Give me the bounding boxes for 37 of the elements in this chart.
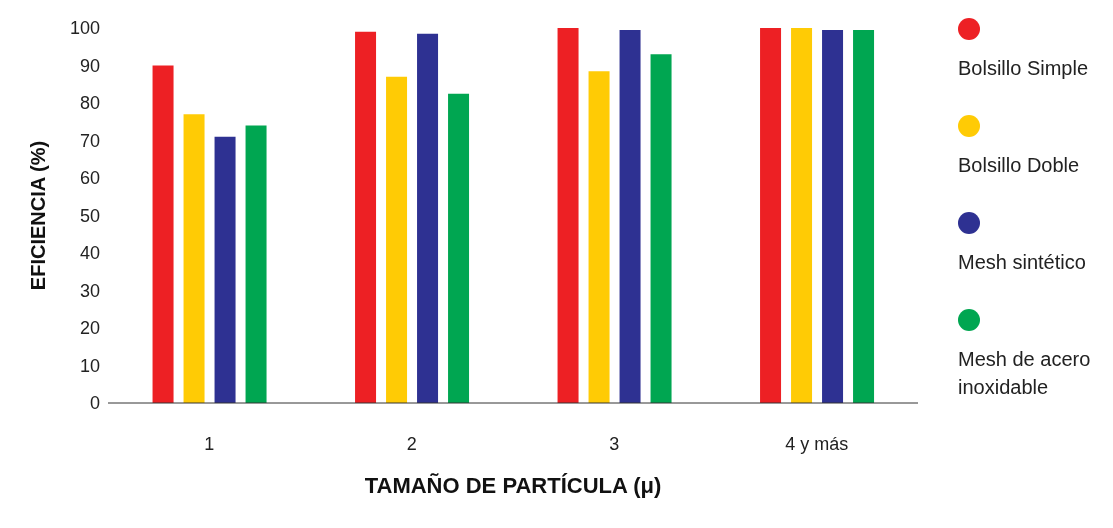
y-tick-label: 90 (79, 55, 100, 76)
y-tick-label: 70 (79, 130, 100, 151)
bar (588, 71, 610, 403)
bar (245, 125, 267, 403)
bar (619, 29, 641, 403)
y-tick-label: 50 (79, 205, 100, 226)
y-tick-label: 20 (79, 318, 100, 339)
y-tick-label: 10 (79, 355, 100, 376)
bar (557, 28, 579, 403)
bar (386, 76, 408, 403)
bar (650, 54, 672, 403)
bar (417, 33, 439, 403)
legend-label: Mesh de acero inoxidable (958, 347, 1092, 400)
y-tick-label: 100 (69, 18, 100, 39)
x-tick-label: 2 (406, 433, 417, 454)
bar (355, 31, 377, 403)
x-tick-label: 1 (204, 433, 215, 454)
y-axis-title: EFICIENCIA (%) (27, 140, 50, 291)
bar (822, 29, 844, 403)
bar (183, 114, 205, 403)
x-tick-label: 4 y más (785, 433, 849, 454)
legend-label: Bolsillo Simple (958, 56, 1090, 81)
legend-label: Mesh sintético (958, 250, 1087, 275)
y-tick-label: 40 (79, 243, 100, 264)
bar (152, 65, 174, 403)
bar (760, 28, 782, 403)
bar (214, 136, 236, 403)
y-tick-label: 0 (89, 393, 100, 414)
bar (853, 29, 875, 403)
legend-label: Bolsillo Doble (958, 153, 1081, 178)
bar (448, 93, 470, 403)
y-tick-label: 30 (79, 280, 100, 301)
x-axis-title: TAMAÑO DE PARTÍCULA (μ) (364, 473, 662, 498)
x-tick-label: 3 (609, 433, 620, 454)
bar (791, 28, 813, 403)
y-tick-label: 60 (79, 168, 100, 189)
y-tick-label: 80 (79, 93, 100, 114)
